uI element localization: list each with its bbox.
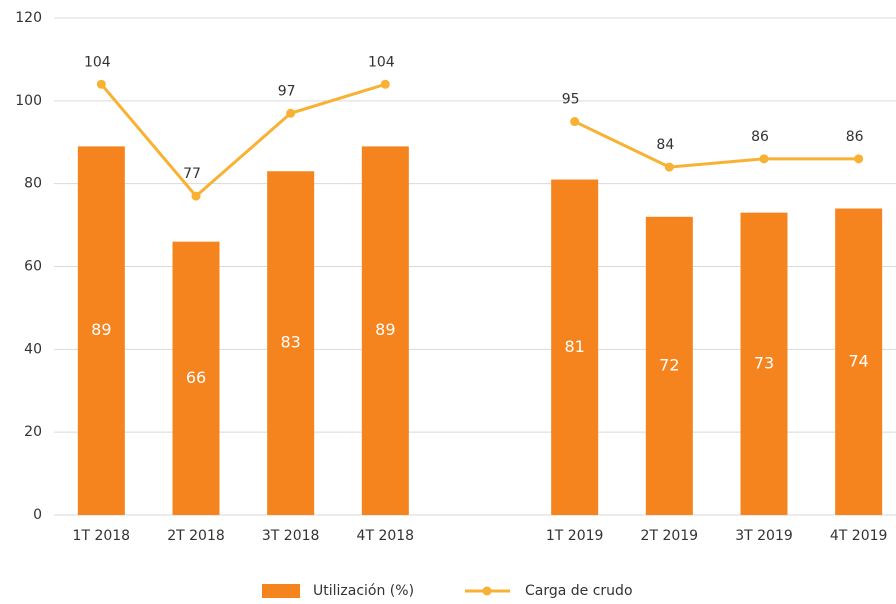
bar: [267, 171, 315, 515]
line-value-label: 104: [368, 54, 395, 70]
line-point: [854, 154, 864, 164]
bar: [77, 146, 125, 515]
bar-value-label: 89: [375, 320, 395, 339]
y-tick-label: 60: [24, 259, 42, 275]
bar-value-label: 72: [659, 355, 679, 374]
bar-value-label: 66: [186, 368, 206, 387]
y-tick-label: 20: [24, 424, 42, 440]
x-tick-label: 1T 2019: [546, 528, 604, 544]
bar-value-label: 81: [564, 337, 584, 356]
line-point: [286, 108, 296, 118]
y-tick-label: 0: [33, 507, 42, 523]
y-tick-label: 80: [24, 176, 42, 192]
bar: [172, 241, 220, 515]
line-value-label: 97: [278, 83, 296, 99]
line-value-label: 77: [183, 166, 201, 182]
x-tick-label: 4T 2018: [357, 528, 415, 544]
bar-value-label: 74: [848, 351, 868, 370]
x-tick-label: 4T 2019: [830, 528, 888, 544]
x-tick-label: 2T 2019: [641, 528, 699, 544]
line-point: [96, 79, 106, 89]
line-point: [759, 154, 769, 164]
bar: [551, 179, 599, 515]
line-point: [191, 191, 201, 201]
y-tick-label: 100: [15, 93, 42, 109]
line-point: [664, 162, 674, 172]
x-tick-label: 3T 2019: [735, 528, 793, 544]
line: [100, 82, 859, 199]
line-point: [570, 117, 580, 127]
y-tick-label: 40: [24, 341, 42, 357]
x-tick-label: 2T 2018: [167, 528, 225, 544]
line-value-label: 84: [656, 137, 674, 153]
bar: [835, 208, 883, 515]
bar-value-label: 73: [754, 353, 774, 372]
line-value-label: 104: [84, 54, 111, 70]
line-point: [380, 79, 390, 89]
bar: [740, 212, 788, 516]
bar: [361, 146, 409, 515]
legend-label: Carga de crudo: [525, 583, 633, 599]
y-tick-label: 120: [15, 10, 42, 26]
legend-label: Utilización (%): [313, 583, 414, 599]
bar-value-label: 89: [91, 320, 111, 339]
bar-value-label: 83: [280, 333, 300, 352]
bar: [645, 216, 693, 516]
line-value-label: 86: [846, 129, 864, 145]
x-tick-label: 3T 2018: [262, 528, 320, 544]
x-tick-label: 1T 2018: [73, 528, 131, 544]
line-value-label: 95: [562, 92, 580, 108]
legend-swatch-dot: [482, 586, 492, 596]
line-value-label: 86: [751, 129, 769, 145]
legend-swatch: [262, 584, 300, 598]
